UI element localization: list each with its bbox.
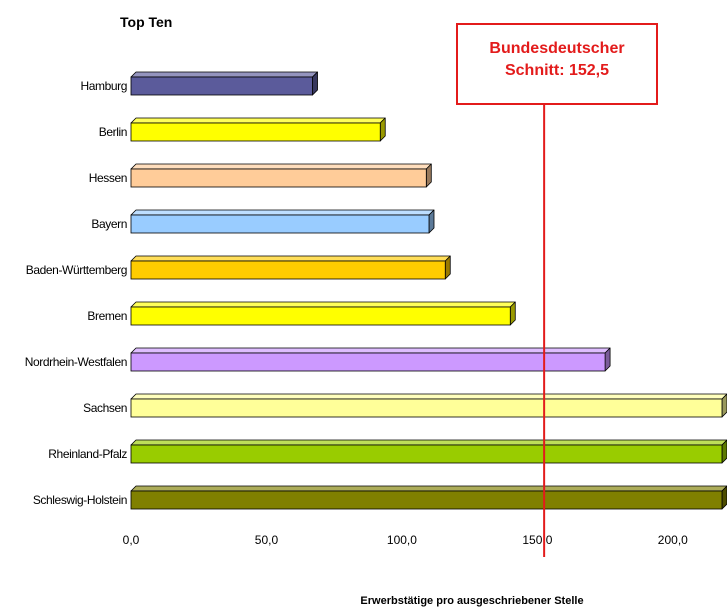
- bar: [130, 347, 611, 372]
- bar-top-face: [130, 301, 516, 308]
- bar: [130, 439, 727, 464]
- bar-front-face: [130, 444, 723, 464]
- bar-top-face: [130, 71, 318, 78]
- bar: [130, 485, 727, 510]
- x-tick-label: 150,0: [522, 533, 552, 547]
- category-label: Sachsen: [83, 401, 127, 415]
- bar: [130, 163, 432, 188]
- bar-top-face: [130, 255, 451, 262]
- bar-front-face: [130, 490, 723, 510]
- bar: [130, 255, 451, 280]
- bar: [130, 301, 516, 326]
- bar-top-face: [130, 393, 727, 400]
- bar-top-face: [130, 485, 727, 492]
- reference-annotation-box: [456, 23, 658, 105]
- category-label: Rheinland-Pfalz: [48, 447, 127, 461]
- bars-group: [130, 71, 727, 510]
- bar-front-face: [130, 306, 511, 326]
- x-tick-label: 100,0: [387, 533, 417, 547]
- category-labels: Hamburg Berlin Hessen Bayern Baden-Württembe…: [25, 79, 128, 507]
- x-tick-labels: 0,0 50,0 100,0 150,0 200,0: [123, 533, 689, 547]
- category-label: Berlin: [99, 125, 127, 139]
- x-tick-label: 0,0: [123, 533, 140, 547]
- category-label: Bremen: [87, 309, 127, 323]
- bar: [130, 393, 727, 418]
- bar: [130, 117, 386, 142]
- category-label: Baden-Württemberg: [26, 263, 127, 277]
- category-label: Bayern: [91, 217, 127, 231]
- bar-front-face: [130, 214, 430, 234]
- reference-annotation-line2: Schnitt: 152,5: [505, 62, 609, 79]
- bar-front-face: [130, 122, 381, 142]
- bar-front-face: [130, 352, 606, 372]
- bar-front-face: [130, 260, 446, 280]
- category-label: Hamburg: [80, 79, 127, 93]
- x-tick-label: 200,0: [658, 533, 688, 547]
- bar-top-face: [130, 347, 611, 354]
- chart-title: Top Ten: [120, 14, 172, 30]
- bar-front-face: [130, 398, 723, 418]
- bar: [130, 209, 435, 234]
- category-label: Nordrhein-Westfalen: [25, 355, 127, 369]
- bar-top-face: [130, 209, 435, 216]
- bar: [130, 71, 318, 96]
- bar-top-face: [130, 163, 432, 170]
- bar-top-face: [130, 117, 386, 124]
- x-tick-label: 50,0: [255, 533, 279, 547]
- category-label: Hessen: [89, 171, 127, 185]
- x-axis-label: Erwerbstätige pro ausgeschriebener Stell…: [360, 595, 583, 607]
- bar-top-face: [130, 439, 727, 446]
- bar-front-face: [130, 168, 427, 188]
- reference-annotation-line1: Bundesdeutscher: [489, 40, 624, 57]
- bar-front-face: [130, 76, 313, 96]
- category-label: Schleswig-Holstein: [33, 493, 127, 507]
